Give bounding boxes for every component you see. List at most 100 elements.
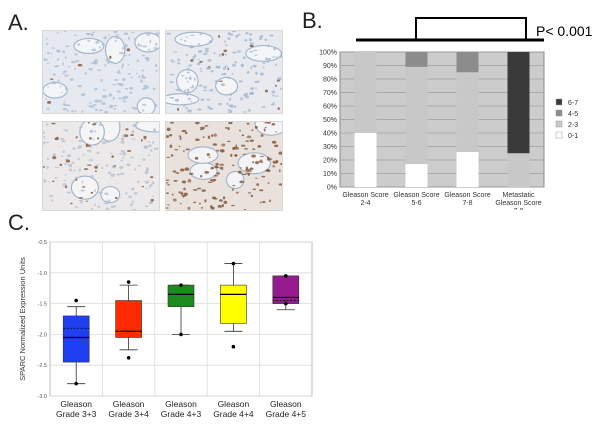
nucleus bbox=[144, 205, 149, 208]
nucleus bbox=[139, 79, 144, 83]
bar-segment bbox=[405, 66, 428, 165]
stained-nucleus bbox=[180, 192, 184, 195]
nucleus bbox=[66, 154, 72, 158]
nucleus bbox=[97, 205, 101, 209]
stained-nucleus bbox=[183, 187, 186, 191]
nucleus bbox=[77, 43, 81, 46]
nucleus bbox=[82, 153, 85, 156]
stained-nucleus bbox=[231, 204, 235, 207]
legend-label: 4-5 bbox=[568, 111, 578, 118]
nucleus bbox=[232, 51, 237, 54]
stained-nucleus bbox=[65, 159, 71, 163]
nucleus bbox=[102, 89, 106, 91]
stained-nucleus bbox=[218, 199, 223, 202]
nucleus bbox=[200, 98, 205, 101]
stained-nucleus bbox=[200, 206, 204, 209]
nucleus bbox=[127, 36, 130, 40]
nucleus bbox=[46, 122, 49, 126]
stained-nucleus bbox=[77, 63, 83, 67]
nucleus bbox=[98, 191, 103, 194]
nucleus bbox=[143, 138, 147, 141]
nucleus bbox=[269, 34, 274, 37]
nucleus bbox=[64, 162, 67, 166]
nucleus bbox=[184, 39, 187, 43]
nucleus bbox=[123, 32, 129, 36]
stained-nucleus bbox=[257, 145, 262, 148]
stained-nucleus bbox=[278, 151, 282, 155]
nucleus bbox=[62, 107, 68, 111]
y-tick-label: -2.5 bbox=[38, 363, 47, 369]
x-tick-label: Metastatic bbox=[503, 192, 535, 199]
outlier-point bbox=[126, 280, 131, 284]
nucleus bbox=[119, 165, 124, 170]
stained-nucleus bbox=[249, 139, 255, 142]
nucleus bbox=[187, 206, 191, 210]
nucleus bbox=[261, 106, 266, 108]
stained-nucleus bbox=[150, 198, 154, 202]
nucleus bbox=[119, 83, 124, 87]
nucleus bbox=[214, 80, 219, 83]
nucleus bbox=[122, 100, 127, 103]
nucleus bbox=[185, 36, 189, 38]
nucleus bbox=[63, 129, 67, 131]
nucleus bbox=[203, 85, 207, 89]
stained-nucleus bbox=[91, 123, 97, 126]
stained-nucleus bbox=[150, 176, 154, 179]
nucleus bbox=[202, 89, 208, 92]
outlier-point bbox=[231, 261, 236, 266]
nucleus bbox=[43, 57, 47, 62]
gland-structure bbox=[166, 93, 200, 106]
nucleus bbox=[227, 108, 230, 111]
stained-nucleus bbox=[166, 135, 170, 138]
nucleus bbox=[108, 93, 112, 97]
nucleus bbox=[84, 71, 87, 75]
nucleus bbox=[255, 71, 258, 76]
stained-nucleus bbox=[219, 149, 225, 153]
stained-nucleus bbox=[200, 175, 203, 178]
nucleus bbox=[259, 34, 264, 38]
nucleus bbox=[171, 61, 176, 63]
stained-nucleus bbox=[222, 196, 226, 200]
nucleus bbox=[149, 39, 152, 44]
bar-segment bbox=[405, 164, 428, 187]
nucleus bbox=[228, 97, 232, 101]
nucleus bbox=[218, 53, 221, 57]
bar-segment bbox=[507, 52, 530, 154]
stained-nucleus bbox=[228, 122, 233, 125]
nucleus bbox=[86, 149, 92, 152]
nucleus bbox=[63, 70, 67, 73]
nucleus bbox=[146, 58, 150, 62]
nucleus bbox=[95, 164, 100, 166]
nucleus bbox=[95, 40, 99, 44]
nucleus bbox=[209, 107, 214, 110]
stained-nucleus bbox=[212, 143, 218, 146]
stained-nucleus bbox=[230, 153, 233, 157]
nucleus bbox=[141, 103, 147, 106]
nucleus bbox=[80, 189, 86, 192]
nucleus bbox=[194, 53, 197, 57]
box bbox=[167, 284, 195, 307]
y-tick-label: 90% bbox=[323, 63, 337, 70]
nucleus bbox=[131, 31, 135, 34]
nucleus bbox=[199, 33, 202, 36]
stained-nucleus bbox=[54, 137, 59, 141]
nucleus bbox=[122, 77, 126, 82]
nucleus bbox=[213, 178, 217, 182]
nucleus bbox=[274, 95, 279, 97]
nucleus bbox=[132, 124, 138, 128]
stained-nucleus bbox=[199, 60, 203, 63]
stained-nucleus bbox=[206, 153, 210, 157]
nucleus bbox=[62, 150, 65, 154]
nucleus bbox=[51, 199, 54, 202]
nucleus bbox=[190, 100, 193, 103]
stained-nucleus bbox=[214, 165, 218, 169]
nucleus bbox=[102, 94, 108, 99]
nucleus bbox=[245, 31, 249, 35]
nucleus bbox=[278, 169, 281, 173]
nucleus bbox=[133, 38, 137, 40]
nucleus bbox=[113, 79, 119, 81]
nucleus bbox=[152, 141, 155, 145]
nucleus bbox=[101, 43, 105, 46]
nucleus bbox=[50, 52, 53, 55]
nucleus bbox=[88, 102, 93, 104]
